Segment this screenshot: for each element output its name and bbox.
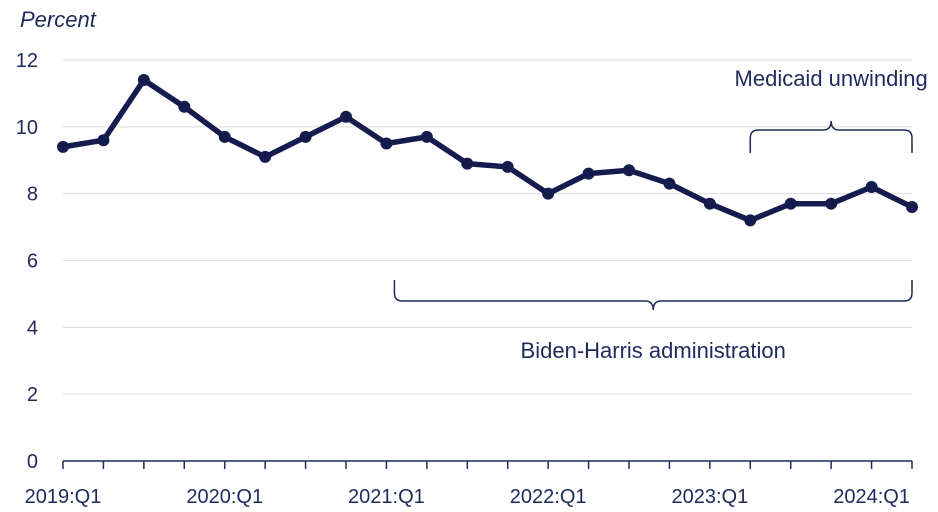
data-point — [744, 214, 757, 227]
data-point — [380, 137, 393, 150]
y-tick-label: 8 — [27, 184, 38, 206]
gridlines — [63, 59, 912, 395]
data-point — [501, 160, 514, 173]
annotation-label: Medicaid unwinding — [735, 66, 928, 91]
data-series — [57, 74, 918, 227]
data-point — [218, 130, 231, 143]
data-point — [865, 180, 878, 193]
data-point — [97, 134, 110, 147]
data-point — [542, 187, 555, 200]
data-point — [582, 167, 595, 180]
x-tick-label: 2019:Q1 — [25, 486, 102, 508]
data-point — [259, 150, 272, 163]
data-point — [299, 130, 312, 143]
data-point — [784, 197, 797, 210]
y-axis-ticks: 0 2 4 6 8 10 12 — [16, 50, 38, 473]
data-point — [623, 164, 635, 177]
x-tick-label: 2021:Q1 — [348, 486, 425, 508]
annotation-label: Biden-Harris administration — [521, 338, 786, 363]
x-tick-label: 2023:Q1 — [671, 486, 748, 508]
data-point — [906, 201, 918, 214]
y-tick-label: 10 — [16, 117, 38, 139]
x-tick-label: 2024:Q1 — [833, 486, 910, 508]
data-point — [57, 140, 69, 153]
data-point — [137, 74, 150, 87]
data-point — [663, 177, 676, 190]
data-point — [461, 157, 474, 170]
y-tick-label: 0 — [27, 451, 38, 473]
y-tick-label: 6 — [27, 251, 38, 273]
x-tick-label: 2022:Q1 — [510, 486, 587, 508]
data-point — [340, 110, 352, 123]
annotation-brace — [393, 280, 913, 311]
x-axis: 2019:Q1 2020:Q1 2021:Q1 2022:Q1 2023:Q1 2024:… — [25, 460, 913, 508]
annotations: Medicaid unwinding Biden-Harris administr… — [393, 66, 928, 363]
data-point — [703, 197, 716, 210]
data-point — [178, 100, 191, 113]
data-point — [420, 130, 433, 143]
y-tick-label: 4 — [27, 317, 38, 339]
x-tick-label: 2020:Q1 — [186, 486, 263, 508]
y-axis-unit-label: Percent — [20, 7, 97, 32]
series-line — [60, 77, 915, 224]
y-tick-label: 2 — [27, 384, 38, 406]
y-tick-label: 12 — [16, 50, 38, 72]
data-point — [825, 197, 838, 210]
annotation-brace — [749, 120, 913, 153]
